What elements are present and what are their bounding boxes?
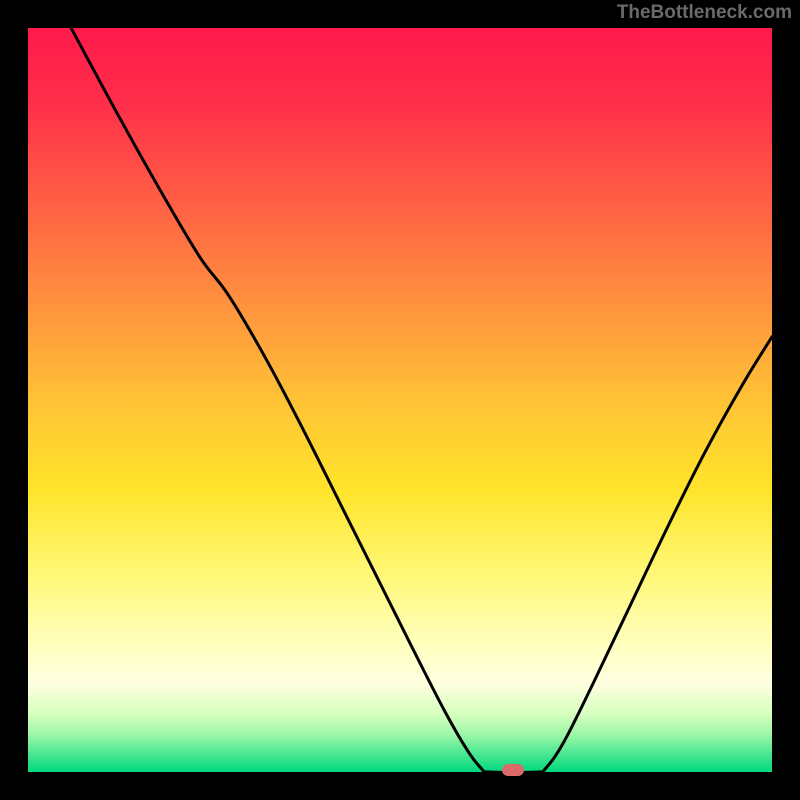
chart-container: TheBottleneck.com xyxy=(0,0,800,800)
attribution-watermark: TheBottleneck.com xyxy=(617,2,792,24)
optimal-marker xyxy=(502,764,524,776)
plot-area xyxy=(28,28,772,772)
bottleneck-curve xyxy=(28,28,772,772)
